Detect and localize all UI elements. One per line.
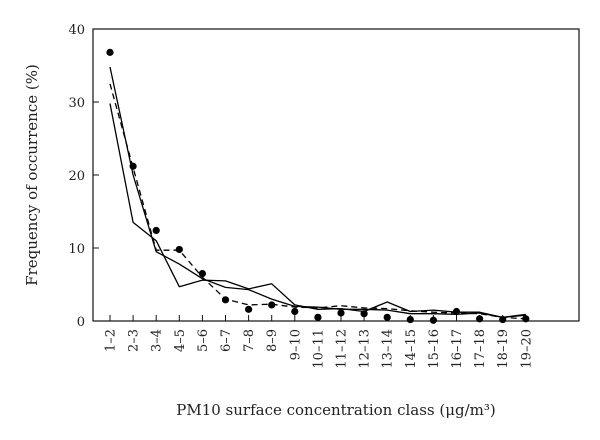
data-point xyxy=(383,313,391,321)
series-line-2 xyxy=(109,83,526,320)
data-point xyxy=(175,245,183,254)
x-tick-label: 3–4 xyxy=(150,329,165,352)
x-tick-label: 9–10 xyxy=(288,329,303,360)
data-point xyxy=(106,48,114,56)
data-point xyxy=(245,305,253,313)
data-point xyxy=(314,313,322,321)
x-tick-label: 2–3 xyxy=(127,329,142,352)
y-tick-label: 30 xyxy=(68,96,85,111)
data-point xyxy=(406,315,414,324)
y-axis-title: Frequency of occurrence (%) xyxy=(23,64,41,286)
x-tick-label: 14–15 xyxy=(404,329,419,369)
x-tick-label: 6–7 xyxy=(219,329,234,352)
x-axis: 1–2 2–3 3–4 4–5 5–6 6–7 7–8 8–9 9–10 10–11 11–12 12… xyxy=(104,315,534,369)
x-tick-label: 1–2 xyxy=(104,329,119,352)
y-tick-label: 0 xyxy=(77,315,85,330)
series-line-3 xyxy=(109,103,526,319)
data-point xyxy=(198,269,206,278)
y-tick-label: 40 xyxy=(68,23,85,38)
x-tick-label: 8–9 xyxy=(265,329,280,352)
data-point xyxy=(152,226,160,235)
data-point xyxy=(268,301,276,309)
x-tick-label: 11–12 xyxy=(335,329,350,369)
plot-frame xyxy=(92,28,580,322)
x-tick-label: 12–13 xyxy=(358,329,373,369)
y-axis: 0 10 20 30 40 xyxy=(68,23,99,330)
x-tick-label: 13–14 xyxy=(381,329,396,369)
y-tick-label: 20 xyxy=(68,169,85,184)
x-tick-label: 19–20 xyxy=(519,329,534,369)
data-point xyxy=(337,309,345,317)
x-tick-label: 4–5 xyxy=(173,329,188,352)
x-tick-label: 16–17 xyxy=(450,329,465,369)
x-tick-label: 10–11 xyxy=(311,329,326,369)
series-line-4 xyxy=(109,66,526,319)
x-tick-label: 17–18 xyxy=(473,329,488,369)
y-tick-label: 10 xyxy=(68,242,85,257)
data-point xyxy=(291,307,299,316)
data-point xyxy=(476,315,484,323)
x-tick-label: 15–16 xyxy=(427,329,442,369)
data-point xyxy=(522,315,530,323)
series-layer xyxy=(106,48,530,324)
x-tick-label: 5–6 xyxy=(196,329,211,352)
x-tick-label: 18–19 xyxy=(496,329,511,369)
x-axis-title: PM10 surface concentration class (μg/m³) xyxy=(176,401,495,419)
x-tick-label: 7–8 xyxy=(242,329,257,352)
data-point xyxy=(429,316,437,324)
